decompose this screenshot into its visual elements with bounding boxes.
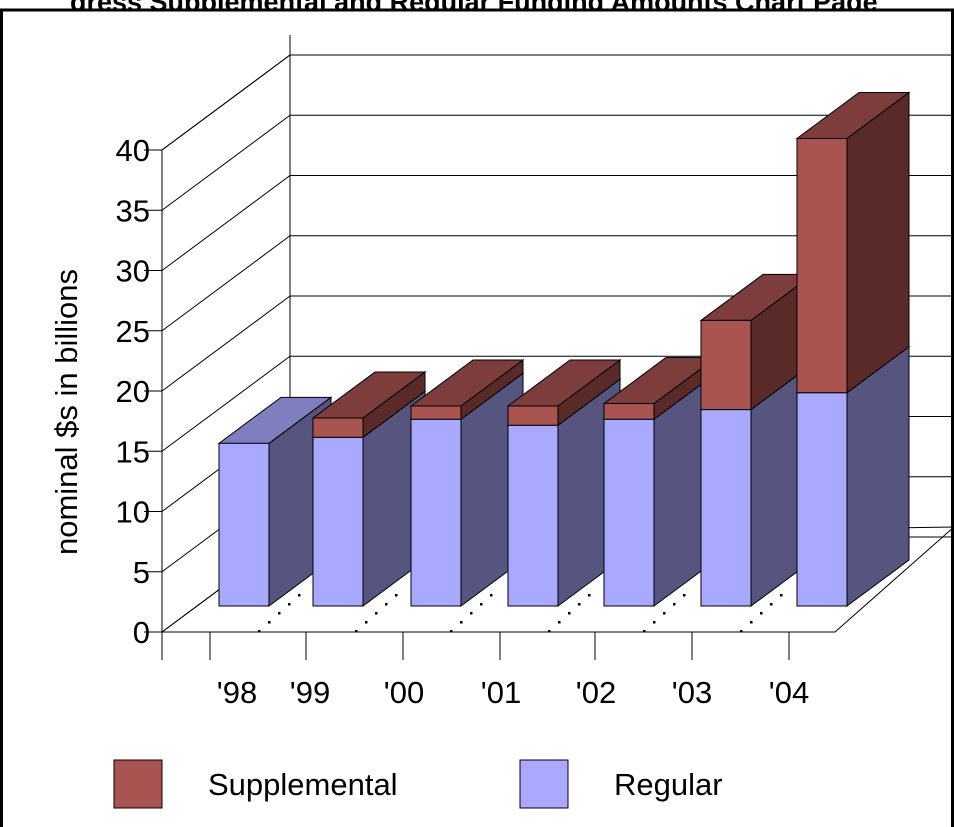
bars [217,91,911,607]
floor-dot [450,630,453,633]
bar-front [410,418,462,607]
bar-front [796,392,848,607]
side-gridline [161,355,291,452]
side-gridline [161,54,291,151]
x-tick-label: '99 [290,675,330,710]
side-gridline [161,295,291,392]
floor-dot [750,621,753,624]
floor-dot [673,603,676,606]
bar-front [796,137,848,394]
bar-side [846,91,910,394]
bar-supplemental-1 [311,371,427,439]
x-tick-label: '01 [481,675,521,710]
bar-supplemental-6 [795,91,911,394]
bar-front [312,436,364,607]
floor-dot [258,630,261,633]
y-tick-label: 40 [116,133,150,168]
bar-front [507,424,559,607]
floor-dot [588,594,591,597]
y-tick-label: 35 [116,193,150,228]
bar-front [603,418,655,607]
x-tick-label: '00 [384,675,424,710]
x-axis: '98 '99 '00 '01 '02 '03 '04 [217,675,809,710]
bar-front [218,442,270,607]
bar-front [700,409,752,607]
floor-dot [568,612,571,615]
legend-swatch [519,759,569,809]
floor-dot [653,621,656,624]
y-tick-label: 20 [116,374,150,409]
floor-dot [298,594,301,597]
floor-dot [288,603,291,606]
floor-dot [375,612,378,615]
floor-dot [663,612,666,615]
floor-dot [683,594,686,597]
y-tick-label: 10 [116,495,150,530]
y-tick-label: 15 [116,434,150,469]
floor-dot [365,621,368,624]
side-gridline [161,114,291,211]
floor-dot [548,630,551,633]
y-axis: 0 5 10 15 20 25 30 35 40 [116,133,163,650]
legend-swatch [113,759,163,809]
floor-dot [480,603,483,606]
bar-front [312,417,364,438]
bar-front [410,405,462,420]
x-tick-label: '03 [672,675,712,710]
bar-supplemental-3 [506,358,622,427]
floor-dot [385,603,388,606]
floor-dot [395,594,398,597]
floor-dot [278,612,281,615]
legend-label: Regular [614,767,723,802]
floor-dot [355,630,358,633]
y-tick-label: 0 [133,615,150,650]
floor-dot [760,612,763,615]
legend-label: Supplemental [208,767,398,802]
y-tick-label: 25 [116,314,150,349]
floor-dot [470,612,473,615]
floor-dot [740,630,743,633]
legend: Supplemental Regular [113,759,723,809]
bar-supplemental-2 [409,358,525,421]
floor-dot [460,621,463,624]
chart-title: gress Supplemental and Regular Funding A… [0,0,954,10]
floor-dot [578,603,581,606]
outer-frame [0,8,954,827]
floor-dot [268,621,271,624]
floor-dot [780,594,783,597]
floor-dot [490,594,493,597]
bar-front [603,403,655,420]
side-gridline [161,235,291,332]
y-tick-label: 5 [133,555,150,590]
x-tick-label: '04 [769,675,809,710]
floor-dot [558,621,561,624]
floor-dot [770,603,773,606]
side-gridline [161,175,291,271]
y-axis-label: nominal $s in billions [49,269,84,555]
floor-dot [643,630,646,633]
x-tick-label: '98 [217,675,257,710]
x-tick-label: '02 [576,675,616,710]
bar-front [700,319,752,411]
y-tick-label: 30 [116,254,150,289]
bar-front [507,405,559,426]
